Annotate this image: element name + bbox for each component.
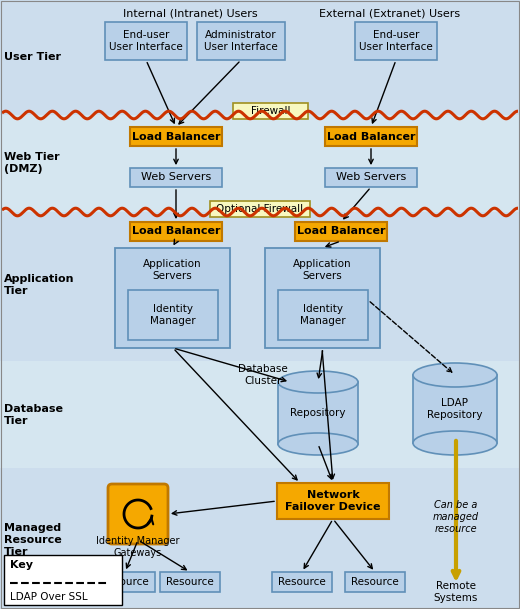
Text: Administrator
User Interface: Administrator User Interface [204,30,278,52]
Ellipse shape [413,363,497,387]
Text: Remote
Systems: Remote Systems [434,581,478,603]
Text: Load Balancer: Load Balancer [132,132,220,141]
Text: Resource: Resource [278,577,326,587]
Bar [210,201,310,217]
Bar [130,168,222,187]
Bar [265,248,380,348]
Text: Database
Tier: Database Tier [4,404,63,426]
Text: Web Servers: Web Servers [336,172,406,183]
Text: External (Extranet) Users: External (Extranet) Users [319,9,461,19]
Bar [355,22,437,60]
Text: Identity
Manager: Identity Manager [150,304,196,326]
Text: LDAP
Repository: LDAP Repository [427,398,483,420]
Bar [0,212,520,361]
Text: LDAP Over SSL: LDAP Over SSL [10,592,88,602]
Text: Repository: Repository [290,408,346,418]
Bar [0,115,520,212]
Ellipse shape [278,371,358,393]
Text: Firewall: Firewall [251,106,290,116]
Text: Internal (Intranet) Users: Internal (Intranet) Users [123,9,257,19]
Text: End-user
User Interface: End-user User Interface [109,30,183,52]
Bar [278,382,358,444]
Text: Load Balancer: Load Balancer [297,227,385,236]
Text: End-user
User Interface: End-user User Interface [359,30,433,52]
Bar [197,22,285,60]
Bar [278,290,368,340]
Bar [345,572,405,592]
FancyBboxPatch shape [108,484,168,544]
Text: Managed
Resource
Tier: Managed Resource Tier [4,523,62,557]
Bar [295,222,387,241]
Bar [325,127,417,146]
Text: Optional Firewall: Optional Firewall [216,204,304,214]
Text: Database
Cluster: Database Cluster [238,364,288,385]
Text: Key: Key [10,560,33,570]
Text: Application
Servers: Application Servers [142,259,201,281]
Text: Resource: Resource [166,577,214,587]
Bar [160,572,220,592]
Bar [0,468,520,609]
Text: Resource: Resource [351,577,399,587]
Bar [325,168,417,187]
Bar [128,290,218,340]
Text: Web Servers: Web Servers [141,172,211,183]
Text: Application
Servers: Application Servers [293,259,352,281]
Bar [413,375,497,443]
Bar [0,0,520,115]
Text: Identity
Manager: Identity Manager [300,304,346,326]
Bar [105,22,187,60]
Text: Application
Tier: Application Tier [4,274,74,296]
Bar [4,555,122,605]
Text: Can be a
managed
resource: Can be a managed resource [433,501,479,533]
Bar [233,103,308,119]
Text: Load Balancer: Load Balancer [132,227,220,236]
Bar [95,572,155,592]
Bar [272,572,332,592]
Text: Resource: Resource [101,577,149,587]
Ellipse shape [413,431,497,455]
Bar [0,361,520,468]
Text: Load Balancer: Load Balancer [327,132,415,141]
Ellipse shape [278,433,358,455]
Bar [130,222,222,241]
Bar [277,483,389,519]
Text: Network
Failover Device: Network Failover Device [285,490,381,512]
Text: Identity Manager
Gateways: Identity Manager Gateways [96,536,180,558]
Text: User Tier: User Tier [4,52,61,62]
Text: Web Tier
(DMZ): Web Tier (DMZ) [4,152,60,174]
Bar [115,248,230,348]
Bar [130,127,222,146]
